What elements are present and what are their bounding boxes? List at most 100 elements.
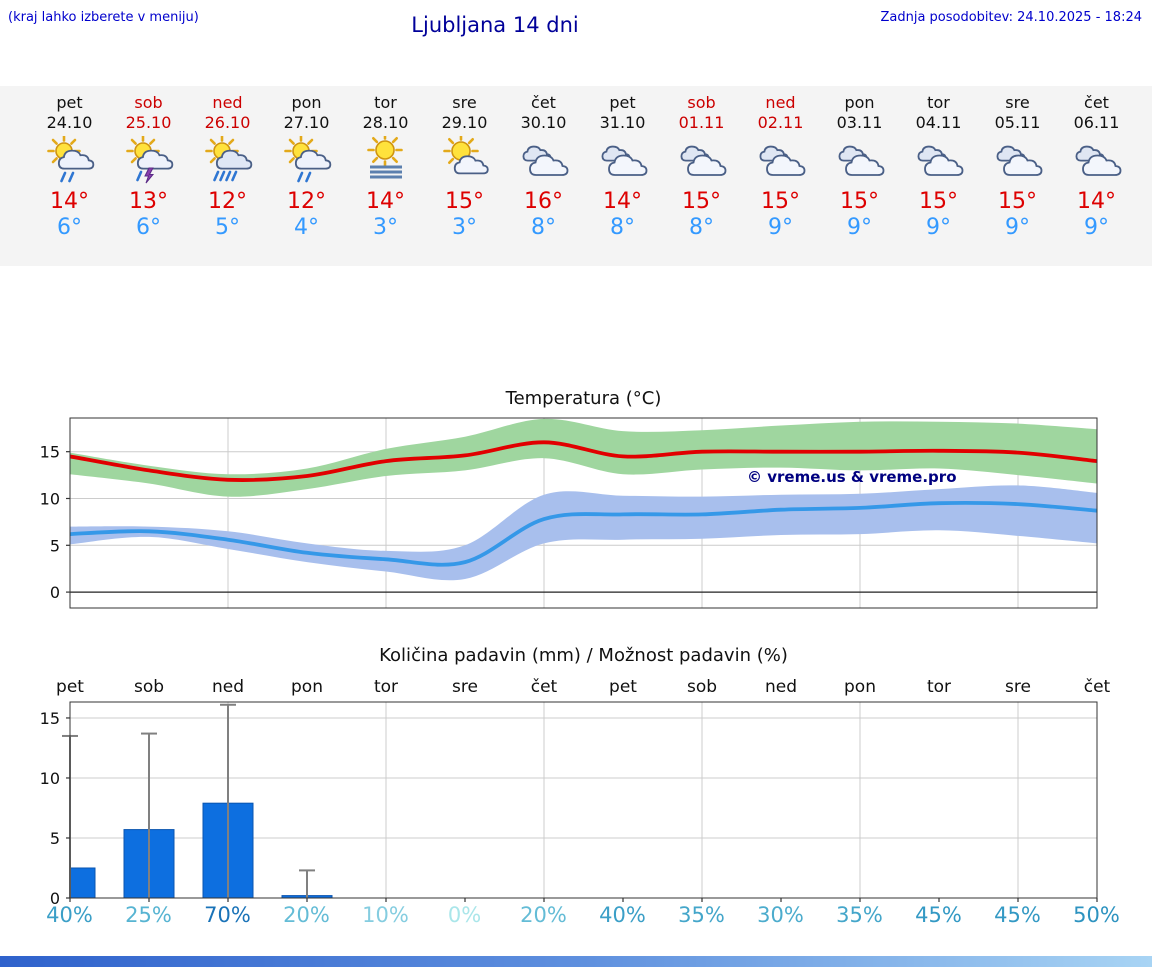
precip-day-label: pon xyxy=(844,677,876,697)
forecast-day[interactable]: čet 30.10 16° 8° xyxy=(504,86,583,266)
high-temperature: 12° xyxy=(287,189,326,214)
max-temp-band xyxy=(70,418,1097,497)
forecast-day[interactable]: pon 03.11 15° 9° xyxy=(820,86,899,266)
temperature-chart-title: Temperatura (°C) xyxy=(505,388,662,409)
watermark: © vreme.us & vreme.pro xyxy=(747,468,957,486)
max-temp-line xyxy=(70,440,1097,482)
sun-cloud-light-rain-icon xyxy=(46,136,94,183)
forecast-day[interactable]: sre 29.10 15° 3° xyxy=(425,86,504,266)
sun-cloud-icon xyxy=(442,136,489,175)
y-tick-label: 10 xyxy=(40,769,60,788)
forecast-day[interactable]: tor 28.10 14° 3° xyxy=(346,86,425,266)
low-temperature: 9° xyxy=(1005,215,1030,240)
precip-probability: 40% xyxy=(599,903,646,927)
weather-icon-slot xyxy=(109,135,188,187)
precip-day-label: sre xyxy=(1005,677,1031,697)
low-temperature: 8° xyxy=(531,215,556,240)
high-temperature: 14° xyxy=(603,189,642,214)
weather-icon-slot xyxy=(899,135,978,187)
precip-probability: 25% xyxy=(125,903,172,927)
low-temperature: 5° xyxy=(215,215,240,240)
low-temperature: 4° xyxy=(294,215,319,240)
weather-icon-slot xyxy=(425,135,504,187)
precip-probability: 20% xyxy=(283,903,330,927)
weather-icon-slot xyxy=(583,135,662,187)
precip-probability: 0% xyxy=(447,903,482,927)
high-temperature: 14° xyxy=(50,189,89,214)
precipitation-probability-row: 40% 25% 70% 20% 10% 0% 20% 40% 35% 30% 35% 45% 45% 50… xyxy=(30,902,1136,928)
precip-probability: 35% xyxy=(836,903,883,927)
low-temperature: 6° xyxy=(136,215,161,240)
forecast-day[interactable]: pet 24.10 14° 6° xyxy=(30,86,109,266)
day-name: ned xyxy=(765,93,796,112)
y-tick-label: 15 xyxy=(40,709,60,728)
precip-bar xyxy=(70,867,96,898)
low-temperature: 9° xyxy=(1084,215,1109,240)
weather-icon-slot xyxy=(820,135,899,187)
min-temp-line xyxy=(70,500,1097,567)
day-date: 04.11 xyxy=(915,113,962,132)
cloudy-icon xyxy=(1075,145,1121,176)
high-temperature: 15° xyxy=(445,189,484,214)
sun-fog-icon xyxy=(366,136,403,179)
day-name: čet xyxy=(1084,93,1109,112)
bottom-gradient-bar xyxy=(0,956,1152,967)
precip-day-label: ned xyxy=(765,677,797,697)
day-date: 27.10 xyxy=(283,113,330,132)
day-name: tor xyxy=(374,93,397,112)
forecast-day[interactable]: čet 06.11 14° 9° xyxy=(1057,86,1136,266)
day-name: pon xyxy=(291,93,322,112)
low-temperature: 8° xyxy=(689,215,714,240)
low-temperature: 9° xyxy=(768,215,793,240)
weather-icon-slot xyxy=(267,135,346,187)
forecast-day[interactable]: tor 04.11 15° 9° xyxy=(899,86,978,266)
weather-icon-slot xyxy=(30,135,109,187)
weather-icon-slot xyxy=(978,135,1057,187)
low-temperature: 9° xyxy=(847,215,872,240)
high-temperature: 15° xyxy=(840,189,879,214)
precip-day-label: pet xyxy=(609,677,637,697)
precip-day-label: sre xyxy=(452,677,478,697)
forecast-day[interactable]: sob 01.11 15° 8° xyxy=(662,86,741,266)
forecast-day[interactable]: sre 05.11 15° 9° xyxy=(978,86,1057,266)
day-date: 03.11 xyxy=(836,113,883,132)
high-temperature: 15° xyxy=(998,189,1037,214)
forecast-day[interactable]: ned 02.11 15° 9° xyxy=(741,86,820,266)
day-name: čet xyxy=(531,93,556,112)
forecast-strip-background xyxy=(0,86,1152,266)
cloudy-icon xyxy=(759,145,805,176)
forecast-day[interactable]: sob 25.10 13° 6° xyxy=(109,86,188,266)
low-temperature: 3° xyxy=(452,215,477,240)
day-date: 28.10 xyxy=(362,113,409,132)
cloudy-icon xyxy=(917,145,963,176)
low-temperature: 3° xyxy=(373,215,398,240)
cloudy-icon xyxy=(522,145,568,176)
y-tick-label: 5 xyxy=(50,829,60,848)
day-name: pet xyxy=(56,93,83,112)
low-temperature: 8° xyxy=(610,215,635,240)
day-date: 05.11 xyxy=(994,113,1041,132)
high-temperature: 15° xyxy=(682,189,721,214)
precip-probability: 50% xyxy=(1073,903,1120,927)
precip-probability: 20% xyxy=(520,903,567,927)
y-tick-label: 0 xyxy=(50,583,60,602)
forecast-day[interactable]: ned 26.10 12° 5° xyxy=(188,86,267,266)
low-temperature: 6° xyxy=(57,215,82,240)
forecast-day[interactable]: pon 27.10 12° 4° xyxy=(267,86,346,266)
day-name: tor xyxy=(927,93,950,112)
weather-icon-slot xyxy=(1057,135,1136,187)
y-tick-label: 10 xyxy=(40,489,60,508)
y-tick-label: 0 xyxy=(50,889,60,906)
plot-border xyxy=(69,417,1098,609)
day-name: sob xyxy=(134,93,163,112)
location-menu-note: (kraj lahko izberete v meniju) xyxy=(8,10,199,25)
title-wrap: Ljubljana 14 dni xyxy=(0,13,990,37)
precip-day-label: tor xyxy=(927,677,951,697)
precip-day-label: tor xyxy=(374,677,398,697)
y-tick-label: 5 xyxy=(50,536,60,555)
day-date: 24.10 xyxy=(46,113,93,132)
forecast-day[interactable]: pet 31.10 14° 8° xyxy=(583,86,662,266)
cloudy-icon xyxy=(601,145,647,176)
precip-probability: 10% xyxy=(362,903,409,927)
day-date: 02.11 xyxy=(757,113,804,132)
